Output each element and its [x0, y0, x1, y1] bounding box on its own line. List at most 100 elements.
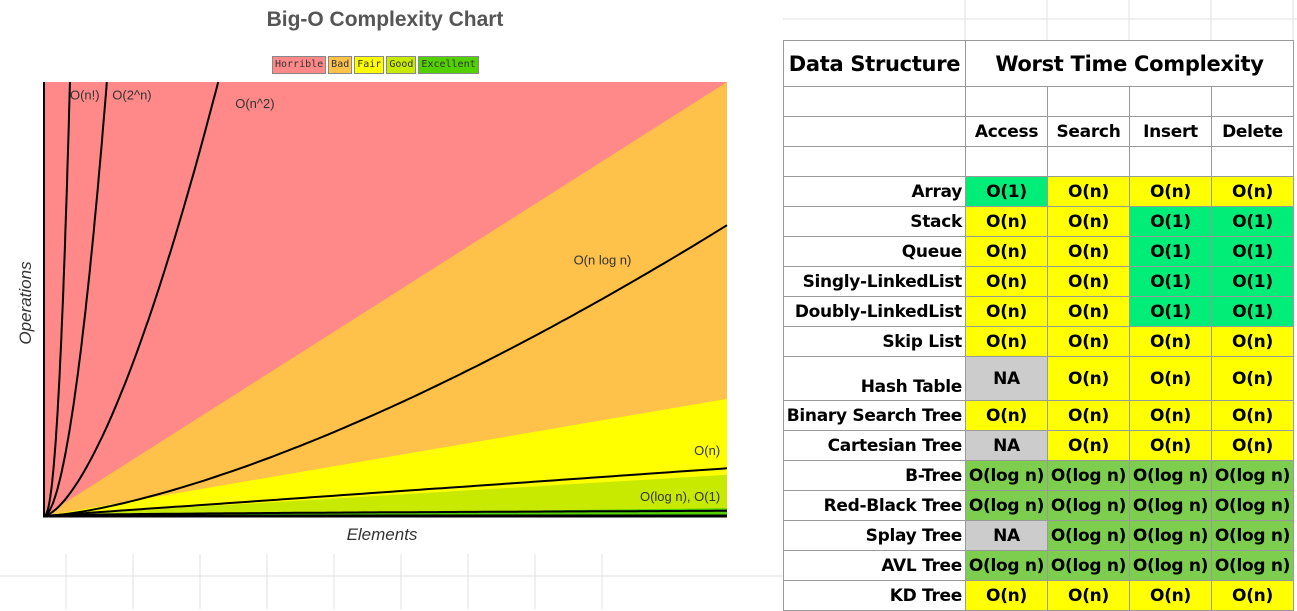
complexity-cell: O(log n): [1047, 460, 1130, 491]
row-name: Doubly-LinkedList: [783, 296, 966, 327]
legend-item-good: Good: [386, 56, 417, 74]
x-axis-title: Elements: [347, 525, 418, 544]
complexity-cell: O(n): [1129, 176, 1212, 207]
row-name: Singly-LinkedList: [783, 266, 966, 297]
complexity-cell: O(n): [965, 236, 1048, 267]
complexity-cell: O(log n): [1129, 490, 1212, 521]
row-name: Hash Table: [783, 356, 966, 401]
complexity-table: Data Structure Worst Time Complexity Acc…: [783, 40, 1294, 611]
complexity-cell: O(1): [1211, 236, 1294, 267]
table-row: Stack O(n) O(n) O(1) O(1): [783, 206, 1294, 237]
curve-label-3: O(n log n): [574, 252, 632, 267]
curve-label-4: O(n): [694, 443, 720, 458]
complexity-cell: O(n): [1129, 326, 1212, 357]
y-axis-title: Operations: [16, 261, 35, 345]
complexity-cell: O(n): [965, 266, 1048, 297]
curve-label-0: O(n!): [70, 87, 100, 102]
blank-cell: [783, 86, 966, 117]
legend-item-excellent: Excellent: [418, 56, 479, 74]
row-name: B-Tree: [783, 460, 966, 491]
complexity-cell: O(log n): [1211, 550, 1294, 581]
complexity-cell: O(n): [965, 296, 1048, 327]
complexity-cell: O(1): [1129, 296, 1212, 327]
row-name: Queue: [783, 236, 966, 267]
table-row: Splay Tree NA O(log n) O(log n) O(log n): [783, 520, 1294, 551]
complexity-cell: O(log n): [1129, 460, 1212, 491]
table-row: Skip List O(n) O(n) O(n) O(n): [783, 326, 1294, 357]
curve-label-1: O(2^n): [112, 87, 151, 102]
complexity-cell: NA: [965, 356, 1048, 401]
row-name: Skip List: [783, 326, 966, 357]
row-name: Red-Black Tree: [783, 490, 966, 521]
worst-time-complexity-header: Worst Time Complexity: [965, 40, 1294, 87]
data-structure-header: Data Structure: [783, 40, 966, 87]
blank-cell: [1211, 146, 1294, 177]
curve-label-5: O(log n), O(1): [640, 489, 720, 504]
complexity-cell: O(log n): [1129, 520, 1212, 551]
curve-factorial: [43, 81, 72, 517]
curve-quadratic: [43, 81, 220, 517]
complexity-cell: O(1): [1129, 206, 1212, 237]
row-name: KD Tree: [783, 580, 966, 611]
row-name: Cartesian Tree: [783, 430, 966, 461]
complexity-cell: O(n): [1129, 430, 1212, 461]
chart-legend: Horrible Bad Fair Good Excellent: [272, 56, 479, 74]
complexity-cell: O(n): [1211, 326, 1294, 357]
blank-cell: [1047, 146, 1130, 177]
complexity-cell: O(n): [965, 580, 1048, 611]
complexity-cell: O(n): [1129, 400, 1212, 431]
row-name: AVL Tree: [783, 550, 966, 581]
complexity-cell: O(log n): [1129, 550, 1212, 581]
complexity-cell: O(1): [1211, 266, 1294, 297]
complexity-cell: O(n): [1047, 326, 1130, 357]
complexity-cell: O(log n): [1211, 460, 1294, 491]
table-row: Hash Table NA O(n) O(n) O(n): [783, 356, 1294, 401]
table-row: B-Tree O(log n) O(log n) O(log n) O(log n): [783, 460, 1294, 491]
complexity-cell: O(log n): [1211, 520, 1294, 551]
curve-exponential: [43, 81, 108, 517]
complexity-cell: O(n): [965, 206, 1048, 237]
blank-cell: [783, 116, 966, 147]
column-header-delete: Delete: [1211, 116, 1294, 147]
curve-linear: [43, 467, 728, 517]
row-name: Array: [783, 176, 966, 207]
complexity-cell: O(n): [1211, 580, 1294, 611]
row-name: Binary Search Tree: [783, 400, 966, 431]
complexity-cell: NA: [965, 520, 1048, 551]
complexity-chart: O(n!) O(2^n) O(n^2) O(n log n) O(n) O(log n),…: [16, 81, 728, 544]
column-header-search: Search: [1047, 116, 1130, 147]
legend-item-bad: Bad: [328, 56, 353, 74]
table-row: Doubly-LinkedList O(n) O(n) O(1) O(1): [783, 296, 1294, 327]
complexity-cell: O(n): [1047, 296, 1130, 327]
table-row: Red-Black Tree O(log n) O(log n) O(log n) O(…: [783, 490, 1294, 521]
complexity-cell: O(n): [1211, 176, 1294, 207]
complexity-cell: O(log n): [1047, 490, 1130, 521]
curve-linearithmic: [43, 224, 728, 517]
table-row: Singly-LinkedList O(n) O(n) O(1) O(1): [783, 266, 1294, 297]
curve-logarithmic-constant: [43, 509, 727, 517]
row-name: Stack: [783, 206, 966, 237]
column-header-insert: Insert: [1129, 116, 1212, 147]
complexity-cell: O(n): [1047, 430, 1130, 461]
region-bad: [44, 82, 727, 516]
complexity-cell: O(log n): [1211, 490, 1294, 521]
complexity-cell: O(n): [1047, 266, 1130, 297]
chart-title: Big-O Complexity Chart: [266, 8, 504, 31]
complexity-cell: O(1): [1211, 206, 1294, 237]
complexity-cell: O(log n): [965, 490, 1048, 521]
column-header-access: Access: [965, 116, 1048, 147]
region-good: [44, 474, 727, 516]
table-row: AVL Tree O(log n) O(log n) O(log n) O(log n): [783, 550, 1294, 581]
row-name: Splay Tree: [783, 520, 966, 551]
complexity-cell: O(n): [1047, 356, 1130, 401]
complexity-cell: O(1): [1129, 266, 1212, 297]
complexity-cell: O(n): [965, 400, 1048, 431]
complexity-cell: O(1): [1129, 236, 1212, 267]
complexity-cell: NA: [965, 430, 1048, 461]
complexity-cell: O(n): [1047, 236, 1130, 267]
complexity-cell: O(log n): [1047, 520, 1130, 551]
curve-label-2: O(n^2): [235, 96, 274, 111]
complexity-cell: O(n): [1211, 356, 1294, 401]
table-row: Array O(1) O(n) O(n) O(n): [783, 176, 1294, 207]
complexity-cell: O(n): [965, 326, 1048, 357]
